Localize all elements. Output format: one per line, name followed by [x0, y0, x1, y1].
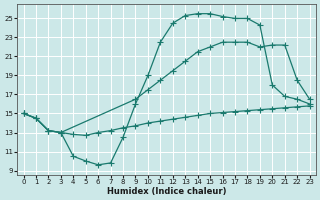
X-axis label: Humidex (Indice chaleur): Humidex (Indice chaleur)	[107, 187, 226, 196]
